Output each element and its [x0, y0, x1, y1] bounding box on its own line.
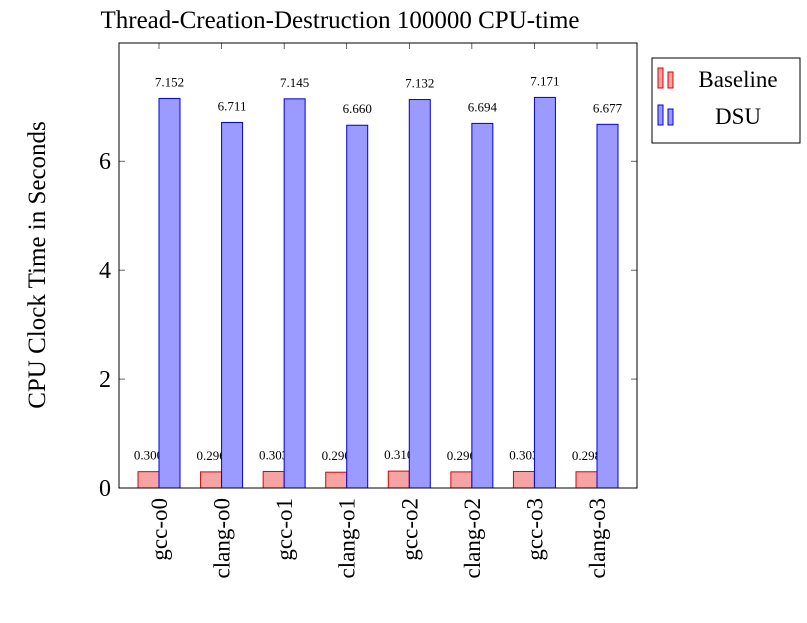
value-label: 0.298 [572, 448, 601, 463]
value-label: 7.152 [155, 74, 184, 89]
bar [533, 96, 556, 489]
value-label: 0.303 [509, 447, 538, 462]
value-label: 7.171 [530, 73, 559, 88]
x-tick-label: clang-o2 [460, 498, 485, 578]
x-tick-label: clang-o3 [585, 498, 610, 578]
bar [512, 470, 535, 489]
value-label: 0.290 [322, 448, 351, 463]
legend-swatch [657, 67, 664, 89]
value-label: 0.296 [196, 448, 226, 463]
bar [325, 471, 348, 489]
value-label: 6.711 [218, 98, 247, 113]
value-label: 0.300 [134, 448, 163, 463]
x-tick-label: gcc-o1 [272, 498, 297, 561]
bar [471, 122, 494, 489]
bar [158, 97, 181, 489]
y-tick-label: 0 [99, 476, 111, 502]
y-axis-label: CPU Clock Time in Seconds [24, 121, 51, 409]
bar [596, 123, 619, 489]
value-label: 7.132 [405, 76, 434, 91]
y-tick-label: 6 [99, 149, 111, 175]
plot-frame [118, 42, 638, 489]
legend-box [651, 57, 801, 144]
bar [387, 470, 410, 489]
legend-swatch [667, 71, 674, 89]
bar [262, 470, 285, 489]
x-tick-label: gcc-o2 [397, 498, 422, 561]
y-tick-label: 4 [99, 258, 111, 284]
x-tick-label: gcc-o3 [522, 498, 547, 561]
legend-swatch [667, 108, 674, 126]
legend-label: Baseline [698, 67, 777, 92]
bar [450, 471, 473, 489]
bar [137, 471, 160, 489]
value-label: 7.145 [280, 75, 309, 90]
legend [651, 57, 801, 144]
value-label: 6.660 [343, 101, 372, 116]
legend-label: DSU [715, 104, 761, 129]
bar [221, 121, 244, 489]
bar [283, 98, 306, 489]
value-label: 0.303 [259, 447, 288, 462]
x-tick-label: clang-o0 [210, 498, 235, 578]
legend-swatch [657, 104, 664, 126]
bar [408, 99, 431, 489]
x-tick-label: gcc-o0 [147, 498, 172, 561]
value-label: 6.677 [593, 100, 623, 115]
value-label: 0.296 [447, 448, 477, 463]
bar [346, 124, 369, 489]
chart-title: Thread-Creation-Destruction 100000 CPU-t… [100, 7, 579, 34]
y-tick-label: 2 [99, 367, 111, 393]
bar [200, 471, 223, 489]
bar [575, 471, 598, 489]
value-label: 0.310 [384, 447, 413, 462]
x-tick-label: clang-o1 [335, 498, 360, 578]
value-label: 6.694 [468, 99, 498, 114]
